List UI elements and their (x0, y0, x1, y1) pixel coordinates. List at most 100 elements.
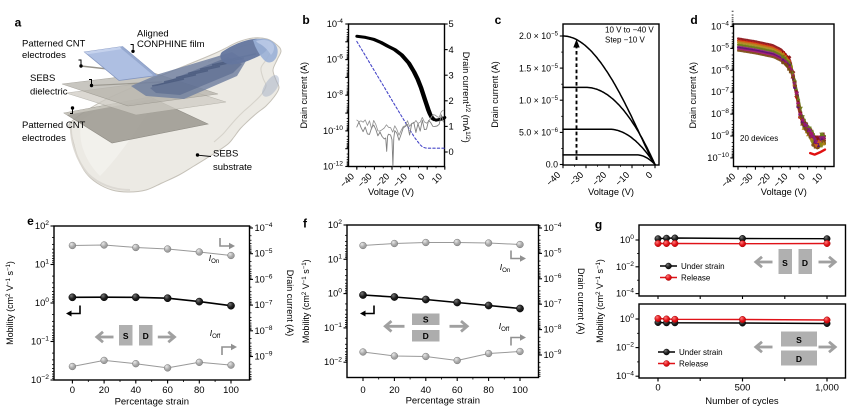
svg-text:Release: Release (679, 360, 709, 369)
svg-text:100: 100 (620, 313, 634, 324)
svg-text:Voltage (V): Voltage (V) (588, 187, 634, 197)
svg-text:60: 60 (162, 385, 173, 396)
svg-text:IOff: IOff (210, 328, 221, 340)
svg-text:0: 0 (416, 171, 427, 182)
svg-text:Voltage (V): Voltage (V) (761, 187, 807, 197)
svg-text:20: 20 (99, 385, 110, 396)
svg-text:2.0 × 10−5: 2.0 × 10−5 (519, 31, 559, 42)
svg-text:10-10: 10-10 (323, 125, 343, 136)
svg-text:D: D (143, 331, 149, 341)
svg-text:10−6: 10−6 (711, 64, 729, 75)
svg-text:Patterned CNT: Patterned CNT (22, 120, 86, 131)
svg-text:c: c (495, 13, 502, 27)
svg-text:10−7: 10−7 (711, 86, 729, 97)
svg-text:20 devices: 20 devices (740, 134, 778, 143)
svg-text:10−9: 10−9 (544, 349, 562, 360)
svg-text:10−4: 10−4 (711, 21, 729, 32)
svg-text:S: S (423, 315, 429, 325)
svg-text:1: 1 (449, 122, 454, 132)
svg-text:Aligned: Aligned (137, 29, 169, 40)
svg-text:Drain current (A): Drain current (A) (299, 62, 309, 129)
svg-text:10−8: 10−8 (711, 108, 729, 119)
svg-text:1,000: 1,000 (815, 383, 839, 394)
svg-text:Percentage strain: Percentage strain (406, 396, 480, 407)
svg-text:a: a (15, 16, 22, 30)
svg-text:b: b (302, 13, 309, 27)
svg-text:IOn: IOn (500, 262, 511, 274)
svg-text:100: 100 (512, 385, 528, 396)
svg-text:500: 500 (735, 383, 751, 394)
svg-text:Under strain: Under strain (681, 262, 725, 271)
svg-text:10−7: 10−7 (544, 298, 562, 309)
svg-text:10−2: 10−2 (31, 374, 49, 385)
svg-text:CONPHINE film: CONPHINE film (137, 39, 205, 50)
svg-text:Mobility (cm2 V−1 s−1): Mobility (cm2 V−1 s−1) (5, 261, 15, 345)
svg-text:S: S (782, 258, 788, 268)
svg-text:10−4: 10−4 (255, 222, 273, 233)
svg-text:substrate: substrate (213, 162, 252, 173)
svg-text:100: 100 (328, 288, 342, 299)
svg-text:10−5: 10−5 (544, 248, 562, 259)
svg-text:10−8: 10−8 (544, 324, 562, 335)
svg-text:5.0 × 10−6: 5.0 × 10−6 (519, 127, 559, 138)
svg-text:SEBS: SEBS (30, 73, 55, 84)
svg-text:10-8: 10-8 (327, 89, 344, 100)
svg-text:80: 80 (194, 385, 205, 396)
svg-text:10−4: 10−4 (544, 222, 562, 233)
svg-text:Step −10 V: Step −10 V (605, 36, 645, 45)
svg-text:100: 100 (620, 234, 634, 245)
svg-text:10−10: 10−10 (707, 152, 729, 163)
svg-text:SEBS: SEBS (213, 149, 238, 160)
svg-text:Mobility (cm2 V−1 s−1): Mobility (cm2 V−1 s−1) (595, 259, 605, 343)
svg-text:10−9: 10−9 (255, 351, 273, 362)
svg-text:10−7: 10−7 (255, 299, 273, 310)
svg-text:10−6: 10−6 (544, 273, 562, 284)
svg-text:10−1: 10−1 (31, 336, 49, 347)
svg-text:e: e (27, 214, 34, 228)
svg-text:D: D (802, 258, 808, 268)
svg-text:10-6: 10-6 (327, 54, 344, 65)
svg-text:electrodes: electrodes (22, 50, 66, 61)
svg-text:IOff: IOff (499, 321, 510, 333)
svg-text:f: f (303, 217, 308, 231)
svg-text:Under strain: Under strain (679, 348, 723, 357)
svg-text:Number of cycles: Number of cycles (705, 396, 779, 407)
svg-text:102: 102 (35, 220, 49, 231)
svg-text:Voltage (V): Voltage (V) (368, 187, 414, 197)
svg-text:0: 0 (360, 385, 365, 396)
svg-text:40: 40 (131, 385, 142, 396)
svg-text:0.0: 0.0 (546, 160, 558, 170)
svg-text:10−8: 10−8 (255, 325, 273, 336)
svg-text:0: 0 (796, 171, 807, 182)
svg-text:0: 0 (70, 385, 75, 396)
svg-text:10−9: 10−9 (711, 130, 729, 141)
svg-text:5: 5 (449, 19, 454, 29)
svg-text:S: S (796, 335, 802, 345)
svg-text:S: S (123, 331, 129, 341)
svg-text:100: 100 (35, 297, 49, 308)
svg-text:D: D (796, 354, 802, 364)
svg-text:Percentage strain: Percentage strain (115, 397, 189, 408)
svg-text:101: 101 (328, 253, 342, 264)
svg-text:10−2: 10−2 (616, 342, 634, 353)
svg-text:2: 2 (449, 96, 454, 106)
svg-text:10−4: 10−4 (616, 288, 634, 299)
svg-text:g: g (595, 218, 602, 232)
svg-text:10-12: 10-12 (323, 161, 343, 172)
svg-text:10-4: 10-4 (327, 18, 344, 29)
svg-text:40: 40 (421, 385, 432, 396)
svg-text:20: 20 (389, 385, 400, 396)
svg-text:1.5 × 10−5: 1.5 × 10−5 (519, 63, 559, 74)
svg-text:4: 4 (449, 45, 454, 55)
svg-text:0: 0 (655, 383, 660, 394)
svg-text:10−1: 10−1 (324, 322, 342, 333)
svg-text:d: d (690, 13, 697, 27)
svg-text:D: D (423, 331, 429, 341)
svg-text:102: 102 (328, 219, 342, 230)
svg-text:100: 100 (223, 385, 239, 396)
svg-text:10−2: 10−2 (324, 356, 342, 367)
svg-text:Drain current (A): Drain current (A) (490, 61, 500, 128)
svg-text:Drain current (A): Drain current (A) (576, 268, 586, 335)
svg-text:Drain current (A): Drain current (A) (285, 270, 295, 337)
svg-text:1.0 × 10−5: 1.0 × 10−5 (519, 95, 559, 106)
